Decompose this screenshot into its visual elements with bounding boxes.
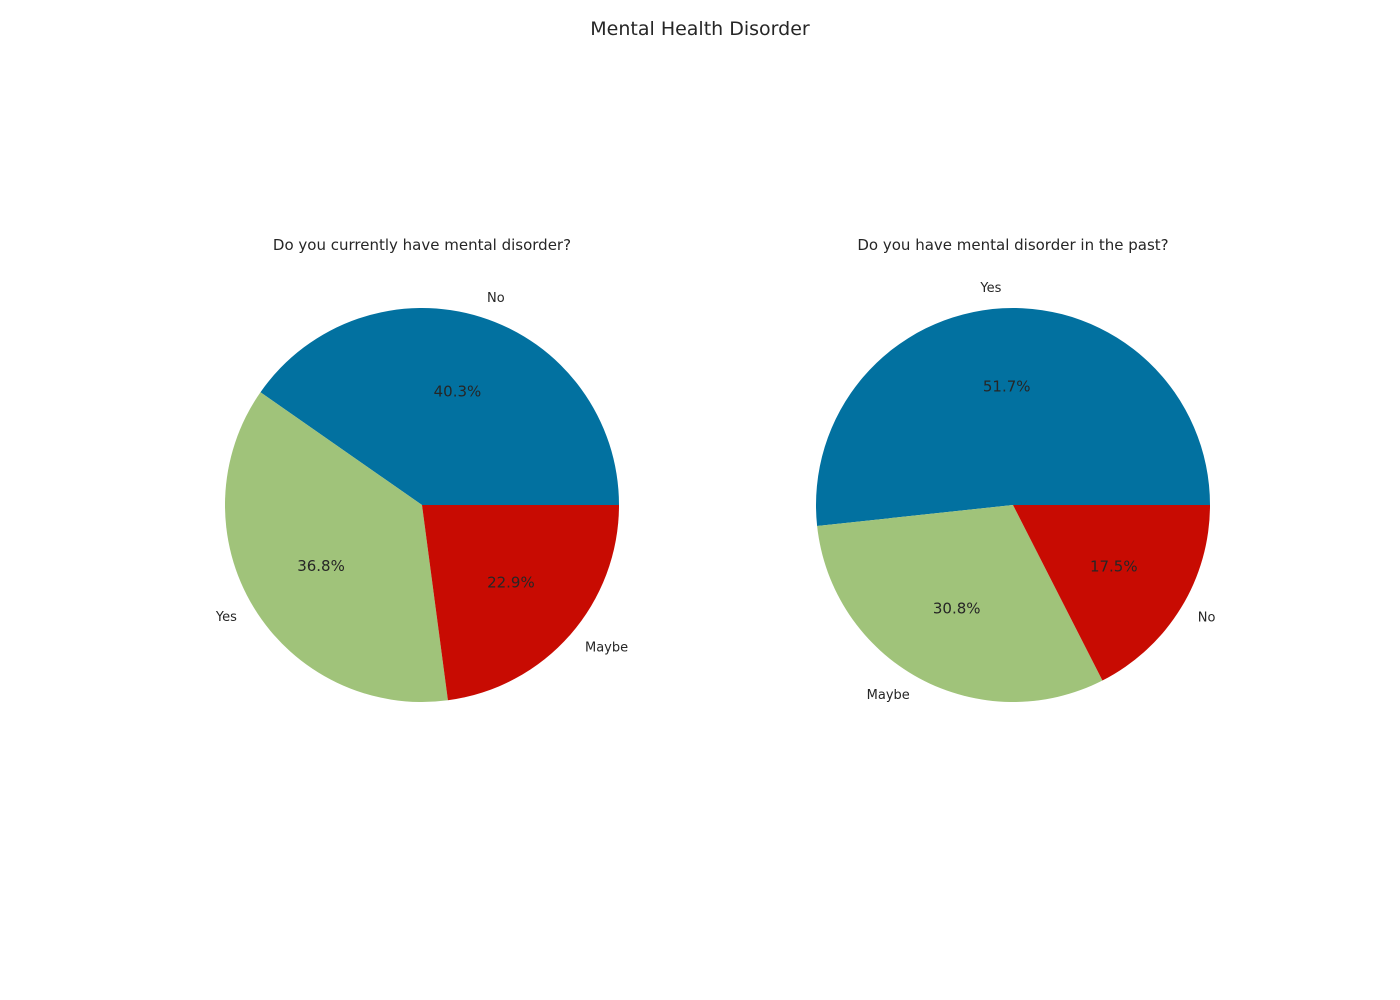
pie-category-label-current-maybe: Maybe — [585, 640, 628, 655]
pie-slice-current-maybe — [422, 505, 619, 701]
pie-category-label-past-maybe: Maybe — [867, 688, 910, 703]
pie-percent-label-current-yes: 36.8% — [297, 557, 345, 575]
pie-chart-current: Do you currently have mental disorder? N… — [215, 236, 628, 702]
pie-slice-current-no — [260, 308, 619, 505]
pie-slice-current-yes — [225, 392, 448, 702]
pie-percent-label-past-no: 17.5% — [1090, 557, 1138, 575]
pie-category-label-past-yes: Yes — [979, 281, 1001, 296]
pie-category-label-current-yes: Yes — [215, 610, 237, 625]
pie-slice-past-yes — [815, 308, 1210, 527]
pie-percent-label-past-yes: 51.7% — [983, 377, 1031, 395]
pie-slice-past-maybe — [817, 505, 1103, 702]
pie-chart-past: Do you have mental disorder in the past?… — [815, 236, 1216, 703]
pie-percent-label-current-maybe: 22.9% — [487, 573, 535, 591]
pie-category-label-past-no: No — [1198, 611, 1216, 626]
pie-category-label-current-no: No — [487, 291, 505, 306]
pie-slice-past-no — [1013, 505, 1210, 681]
pie-percent-label-current-no: 40.3% — [434, 383, 482, 401]
pie-title-past: Do you have mental disorder in the past? — [857, 236, 1168, 254]
figure-title: Mental Health Disorder — [590, 18, 810, 40]
pie-title-current: Do you currently have mental disorder? — [273, 236, 571, 254]
pie-percent-label-past-maybe: 30.8% — [933, 599, 981, 617]
